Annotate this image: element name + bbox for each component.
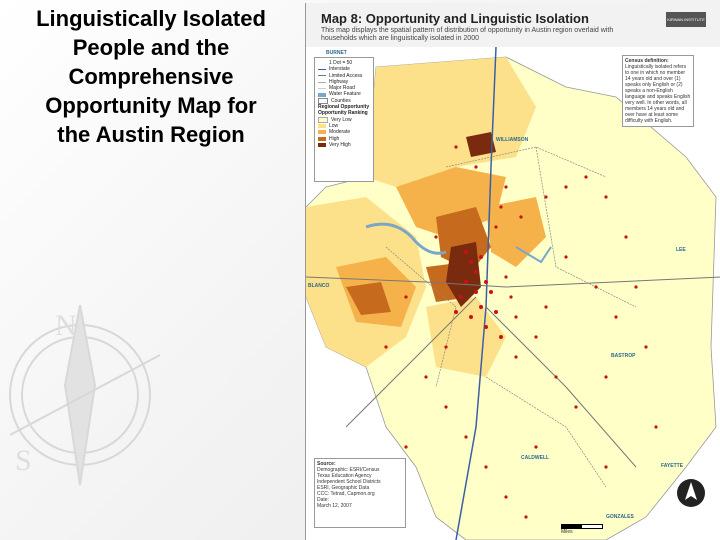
county-label: GONZALES: [606, 514, 634, 520]
legend-rank: High: [318, 136, 370, 142]
legend-dot-row: 1 Dot = 50: [329, 60, 353, 66]
county-label: FAYETTE: [661, 463, 684, 469]
source-title: Source:: [317, 461, 336, 467]
north-arrow-icon: [677, 479, 705, 507]
legend-item: Counties: [318, 98, 370, 104]
slide-title: Linguistically Isolated People and the C…: [6, 4, 296, 149]
county-label: BURNET: [326, 50, 347, 56]
source-line: Texas Education Agency: [317, 473, 372, 479]
legend-rank: Low: [318, 123, 370, 129]
legend-item: Limited Access: [318, 73, 370, 79]
legend-header: Opportunity Ranking: [318, 110, 368, 117]
source-line: CCC: Tetrad, Capmon.org: [317, 491, 375, 497]
county-label: BASTROP: [611, 353, 636, 359]
map-legend: 1 Dot = 50 Interstate Limited Access Hig…: [314, 57, 374, 182]
source-line: Date:: [317, 497, 329, 503]
legend-rank: Very Low: [318, 117, 370, 123]
scale-bar: Miles: [561, 524, 603, 535]
legend-item: Water Feature: [318, 91, 370, 97]
legend-item: Highway: [318, 79, 370, 85]
map-canvas: [306, 47, 720, 540]
svg-text:S: S: [15, 444, 32, 477]
legend-item: Interstate: [318, 66, 370, 72]
source-line: Demographic: ESRI/Census: [317, 467, 380, 473]
institute-logo: KIRWAN INSTITUTE: [666, 12, 706, 27]
census-text: Linguistically isolated refers to one in…: [625, 64, 691, 124]
title-line: Linguistically Isolated: [36, 6, 266, 31]
county-label: CALDWELL: [521, 455, 550, 461]
census-title: Census definition:: [625, 58, 669, 64]
legend-item: Major Road: [318, 85, 370, 91]
county-label: WILLIAMSON: [496, 137, 529, 143]
source-line: March 12, 2007: [317, 503, 352, 509]
legend-rank: Very High: [318, 142, 370, 148]
title-line: Comprehensive: [68, 64, 234, 89]
compass-watermark-icon: N S: [9, 304, 161, 486]
census-definition-box: Census definition: Linguistically isolat…: [622, 55, 694, 127]
map-title: Map 8: Opportunity and Linguistic Isolat…: [321, 11, 589, 26]
county-label: BLANCO: [308, 283, 330, 289]
source-line: ESRI, Geographic Data: [317, 485, 370, 491]
scale-label: Miles: [561, 529, 573, 535]
title-line: Opportunity Map for: [45, 93, 257, 118]
household-dot-cluster: [384, 145, 658, 519]
svg-text:N: N: [55, 309, 77, 342]
title-line: People and the: [72, 35, 230, 60]
map-description: This map displays the spatial pattern of…: [321, 27, 614, 42]
source-line: Independent School Districts: [317, 479, 381, 485]
source-box: Source: Demographic: ESRI/Census Texas E…: [314, 458, 406, 528]
opportunity-map: Map 8: Opportunity and Linguistic Isolat…: [305, 3, 720, 540]
legend-header: Regional Opportunity: [318, 104, 370, 111]
county-label: LEE: [676, 247, 686, 253]
map-header: Map 8: Opportunity and Linguistic Isolat…: [306, 3, 720, 48]
legend-rank: Moderate: [318, 129, 370, 135]
title-line: the Austin Region: [57, 122, 245, 147]
